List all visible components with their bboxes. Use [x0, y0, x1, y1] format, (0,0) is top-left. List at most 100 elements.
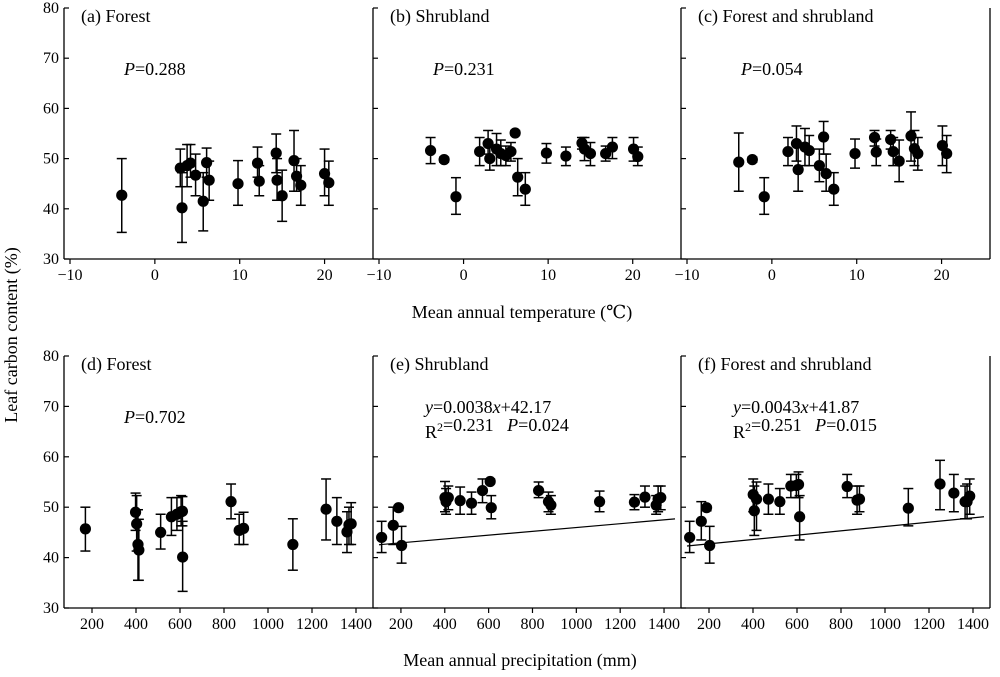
data-point	[695, 515, 707, 527]
panel-4: 200 400 600 800 1000 1200 1400(e) Shrublandy=0…	[372, 354, 681, 633]
data-point-group	[841, 473, 853, 499]
data-point	[197, 195, 209, 207]
data-point-group	[868, 129, 881, 147]
data-point	[155, 526, 167, 539]
regression-line	[686, 516, 985, 547]
y-tick-label: 40	[43, 201, 59, 218]
x-tick-label: 200	[389, 616, 413, 633]
x-tick-label: 400	[433, 616, 457, 633]
data-point	[485, 502, 497, 514]
data-point	[505, 145, 517, 158]
panel-label: (f) Forest and shrubland	[698, 354, 871, 375]
stat-segment: +42.17	[501, 397, 552, 417]
data-point	[484, 475, 496, 488]
data-point-group	[733, 132, 745, 192]
data-point	[225, 496, 237, 508]
stat-text: P=0.231	[432, 59, 495, 79]
x-tick-label: 20	[317, 267, 333, 284]
data-point-group	[270, 133, 282, 174]
data-point-group	[792, 146, 804, 192]
x-tick-label: 600	[785, 616, 809, 633]
stat-segment: y	[423, 397, 433, 417]
data-point	[184, 157, 197, 169]
data-point-group	[519, 171, 531, 207]
data-point-group	[803, 134, 815, 167]
data-point	[628, 496, 641, 508]
x-tick-label: 20	[934, 267, 950, 284]
data-point	[912, 147, 924, 160]
data-point	[750, 493, 763, 505]
data-point-group	[655, 485, 667, 511]
data-point-group	[750, 481, 763, 532]
data-point-group	[395, 525, 408, 564]
data-point	[774, 496, 786, 508]
data-point	[253, 175, 265, 187]
data-point	[748, 505, 760, 517]
data-point	[792, 478, 805, 491]
x-tick-label: −10	[674, 267, 699, 284]
x-tick-label: −10	[366, 267, 391, 284]
data-point-group	[203, 160, 215, 202]
data-point-group	[684, 520, 696, 554]
stat-text: y=0.0038x+42.17	[423, 397, 551, 417]
data-point	[320, 503, 332, 515]
data-point	[841, 480, 853, 493]
data-point	[762, 493, 775, 505]
data-point-group	[792, 471, 805, 499]
data-point-group	[450, 176, 462, 216]
stat-segment: =0.0038	[433, 397, 493, 417]
data-point-group	[225, 483, 237, 520]
x-tick-label: 400	[124, 616, 148, 633]
x-tick-label: 800	[212, 616, 236, 633]
data-point	[941, 147, 953, 160]
y-tick-label: 80	[43, 0, 59, 17]
data-point	[868, 131, 881, 144]
data-point-group	[545, 494, 557, 516]
data-point-group	[606, 136, 619, 160]
stat-segment: P	[432, 59, 444, 79]
data-point-group	[628, 493, 641, 511]
data-point	[442, 492, 454, 504]
data-point	[700, 502, 713, 514]
data-point-group	[318, 148, 331, 197]
data-point	[176, 202, 188, 214]
data-point-group	[253, 164, 265, 197]
data-point-group	[484, 475, 496, 488]
data-point-group	[700, 502, 713, 514]
data-point	[820, 168, 832, 180]
data-point-group	[512, 157, 524, 197]
data-point	[290, 170, 303, 182]
stat-segment: =0.251	[751, 415, 815, 435]
data-point-group	[155, 513, 167, 550]
data-point	[232, 178, 244, 190]
data-point	[853, 493, 866, 505]
data-point	[584, 147, 597, 160]
y-tick-label: 70	[43, 398, 59, 415]
data-point-group	[251, 146, 264, 178]
data-point	[270, 147, 282, 159]
data-point-group	[941, 134, 953, 174]
data-point	[203, 174, 215, 186]
data-point	[177, 551, 189, 563]
data-point	[794, 511, 806, 523]
data-point	[948, 487, 960, 499]
data-point	[176, 505, 189, 517]
x-tick-label: 200	[697, 616, 721, 633]
x-tick-label: 0	[768, 267, 776, 284]
stat-segment: P	[814, 415, 826, 435]
stat-text: P=0.702	[123, 407, 186, 427]
data-point-group	[540, 142, 553, 164]
data-point	[438, 154, 450, 166]
data-point	[318, 168, 331, 180]
x-tick-label: 800	[829, 616, 853, 633]
data-point-group	[485, 494, 497, 520]
data-point-group	[287, 518, 299, 571]
y-tick-label: 70	[43, 50, 59, 67]
x-tick-label: 10	[232, 267, 248, 284]
data-point-group	[948, 473, 960, 513]
stat-segment: =0.702	[135, 407, 186, 427]
data-point-group	[276, 169, 288, 223]
y-tick-label: 30	[43, 251, 59, 268]
